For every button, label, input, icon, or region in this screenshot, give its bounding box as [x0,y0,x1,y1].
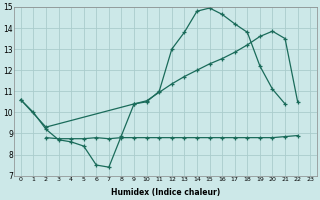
X-axis label: Humidex (Indice chaleur): Humidex (Indice chaleur) [111,188,220,197]
